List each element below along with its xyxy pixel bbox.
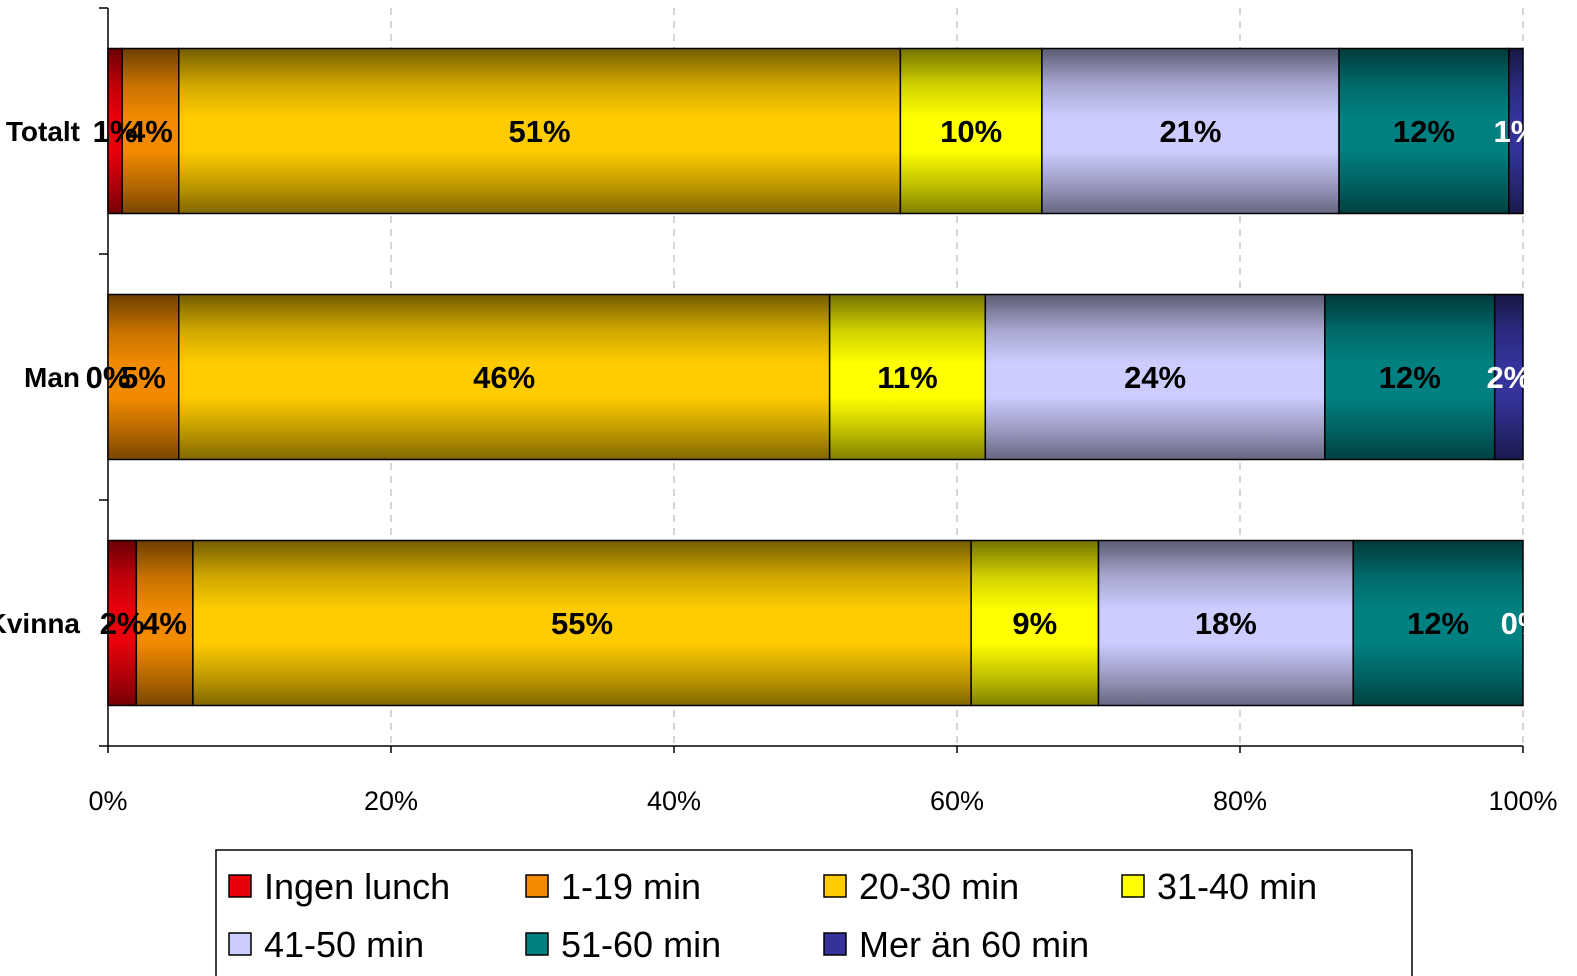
category-label: Totalt bbox=[6, 116, 80, 147]
bar-segment-outline bbox=[1508, 47, 1524, 215]
data-label: 4% bbox=[128, 114, 173, 149]
bar-segment-shade bbox=[829, 294, 986, 460]
data-label: 11% bbox=[877, 360, 937, 395]
data-label: 18% bbox=[1195, 606, 1257, 641]
data-label: 10% bbox=[940, 114, 1002, 149]
legend-swatch bbox=[525, 874, 549, 898]
data-label: 12% bbox=[1379, 360, 1441, 395]
x-tick-label: 20% bbox=[364, 786, 418, 816]
data-label: 4% bbox=[142, 606, 187, 641]
bar-segment-outline bbox=[1493, 293, 1524, 461]
legend-swatch bbox=[525, 932, 549, 956]
x-tick-label: 40% bbox=[647, 786, 701, 816]
data-label: 0% bbox=[1501, 606, 1546, 641]
bar-segment-shade bbox=[108, 48, 123, 214]
x-tick-label: 80% bbox=[1213, 786, 1267, 816]
data-label: 51% bbox=[509, 114, 571, 149]
legend-label: 20-30 min bbox=[859, 866, 1019, 907]
bar-segment-shade bbox=[971, 540, 1099, 706]
bar-segment-shade bbox=[1494, 294, 1523, 460]
data-label: 1% bbox=[1494, 114, 1539, 149]
legend-label: 41-50 min bbox=[264, 924, 424, 965]
legend-label: 51-60 min bbox=[561, 924, 721, 965]
data-label: 0% bbox=[86, 360, 131, 395]
x-tick-label: 0% bbox=[88, 786, 127, 816]
legend-swatch bbox=[823, 932, 847, 956]
legend-swatch bbox=[1121, 874, 1145, 898]
bar-segment-shade bbox=[122, 48, 179, 214]
bar-segment-shade bbox=[900, 48, 1042, 214]
bar-segment-shade bbox=[1324, 294, 1495, 460]
data-label: 46% bbox=[473, 360, 535, 395]
category-label: Kvinna bbox=[0, 608, 80, 639]
legend-swatch bbox=[228, 932, 252, 956]
legend-label: 1-19 min bbox=[561, 866, 701, 907]
legend-swatch bbox=[228, 874, 252, 898]
bar-segment-outline bbox=[1352, 539, 1524, 707]
bar-segment-shade bbox=[1353, 540, 1523, 706]
data-label: 21% bbox=[1159, 114, 1221, 149]
bar-segment-shade bbox=[108, 294, 179, 460]
bar-segment-shade bbox=[1041, 48, 1340, 214]
bar-segment-shade bbox=[178, 294, 830, 460]
data-label: 5% bbox=[121, 360, 166, 395]
data-label: 2% bbox=[100, 606, 145, 641]
bar-segment-shade bbox=[192, 540, 972, 706]
bar-segment-shade bbox=[1339, 48, 1509, 214]
data-label: 24% bbox=[1124, 360, 1186, 395]
category-label: Man bbox=[24, 362, 80, 393]
data-label: 1% bbox=[93, 114, 138, 149]
legend-swatch bbox=[823, 874, 847, 898]
x-tick-label: 60% bbox=[930, 786, 984, 816]
bar-segment-shade bbox=[1508, 48, 1523, 214]
x-tick-label: 100% bbox=[1488, 786, 1557, 816]
data-label: 12% bbox=[1407, 606, 1469, 641]
data-label: 55% bbox=[551, 606, 613, 641]
bar-segment-shade bbox=[1098, 540, 1354, 706]
bar-segment-shade bbox=[136, 540, 193, 706]
legend-box bbox=[215, 849, 1413, 976]
bar-segment-shade bbox=[178, 48, 901, 214]
legend-label: 31-40 min bbox=[1157, 866, 1317, 907]
data-label: 12% bbox=[1393, 114, 1455, 149]
legend-label: Ingen lunch bbox=[264, 866, 450, 907]
data-label: 9% bbox=[1012, 606, 1057, 641]
legend-label: Mer än 60 min bbox=[859, 924, 1089, 965]
data-label: 2% bbox=[1486, 360, 1531, 395]
bar-segment-shade bbox=[985, 294, 1325, 460]
bar-segment-shade bbox=[108, 540, 137, 706]
